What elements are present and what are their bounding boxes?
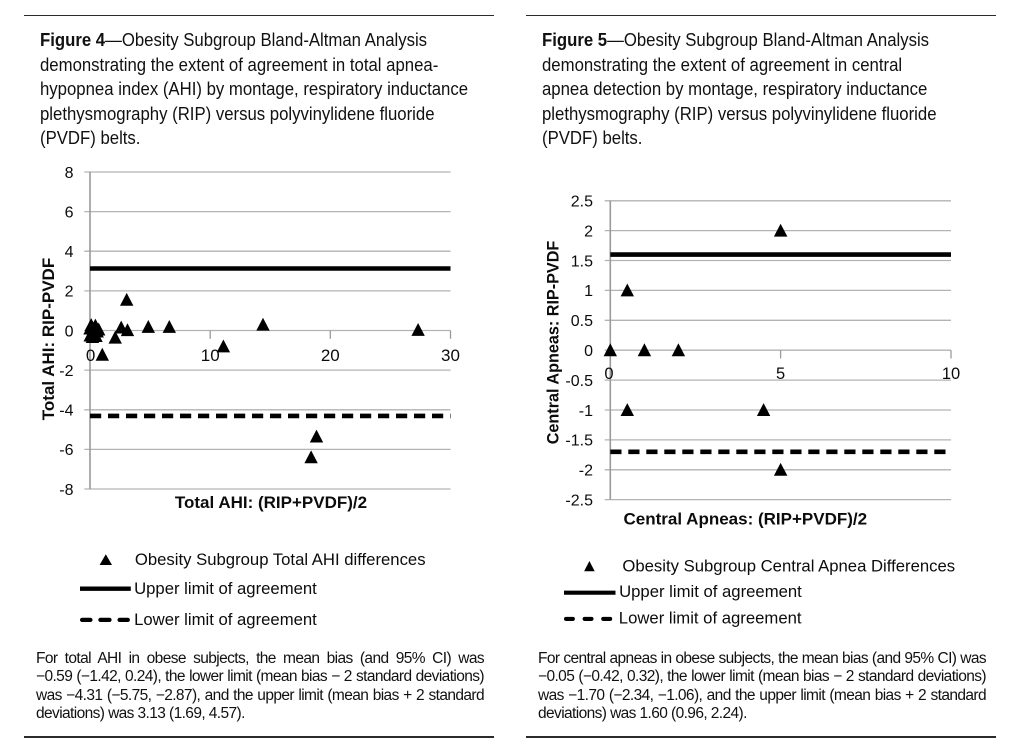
svg-text:-2.5: -2.5 <box>565 492 593 509</box>
svg-text:5: 5 <box>776 365 785 383</box>
svg-text:-1.5: -1.5 <box>565 433 593 450</box>
svg-text:-4: -4 <box>59 403 73 420</box>
svg-text:2: 2 <box>65 284 74 301</box>
svg-text:-0.5: -0.5 <box>565 373 593 390</box>
svg-text:0.5: 0.5 <box>571 313 593 330</box>
svg-text:1: 1 <box>584 283 593 300</box>
svg-text:-8: -8 <box>59 482 73 499</box>
svg-text:2: 2 <box>584 223 593 240</box>
svg-text:Obesity Subgroup Total AHI dif: Obesity Subgroup Total AHI differences <box>135 550 426 569</box>
svg-text:-6: -6 <box>59 442 73 459</box>
svg-text:2.5: 2.5 <box>571 194 593 211</box>
svg-text:0: 0 <box>86 346 95 365</box>
svg-text:4: 4 <box>65 244 74 261</box>
svg-text:Upper limit of agreement: Upper limit of agreement <box>134 579 317 598</box>
svg-text:Central Apneas: RIP-PVDF: Central Apneas: RIP-PVDF <box>545 241 563 445</box>
svg-text:Total AHI: RIP-PVDF: Total AHI: RIP-PVDF <box>39 258 58 420</box>
svg-text:0: 0 <box>604 365 613 383</box>
svg-text:Lower limit of agreement: Lower limit of agreement <box>619 608 802 627</box>
svg-text:-1: -1 <box>579 403 593 420</box>
svg-text:30: 30 <box>441 346 460 365</box>
svg-text:-2: -2 <box>59 363 73 380</box>
svg-text:1.5: 1.5 <box>571 253 593 270</box>
svg-text:Upper limit of agreement: Upper limit of agreement <box>619 582 802 601</box>
svg-text:Total AHI: (RIP+PVDF)/2: Total AHI: (RIP+PVDF)/2 <box>175 493 367 512</box>
svg-text:20: 20 <box>321 346 340 365</box>
svg-text:-2: -2 <box>579 463 593 480</box>
svg-text:0: 0 <box>65 323 74 340</box>
svg-text:6: 6 <box>65 204 74 221</box>
svg-text:8: 8 <box>65 165 74 182</box>
svg-text:Obesity Subgroup Central Apnea: Obesity Subgroup Central Apnea Differenc… <box>622 556 955 575</box>
svg-text:Central Apneas: (RIP+PVDF)/2: Central Apneas: (RIP+PVDF)/2 <box>624 509 868 528</box>
svg-text:0: 0 <box>584 343 593 360</box>
svg-text:Lower limit of agreement: Lower limit of agreement <box>134 610 317 629</box>
svg-text:10: 10 <box>942 365 960 383</box>
svg-text:10: 10 <box>201 346 220 365</box>
